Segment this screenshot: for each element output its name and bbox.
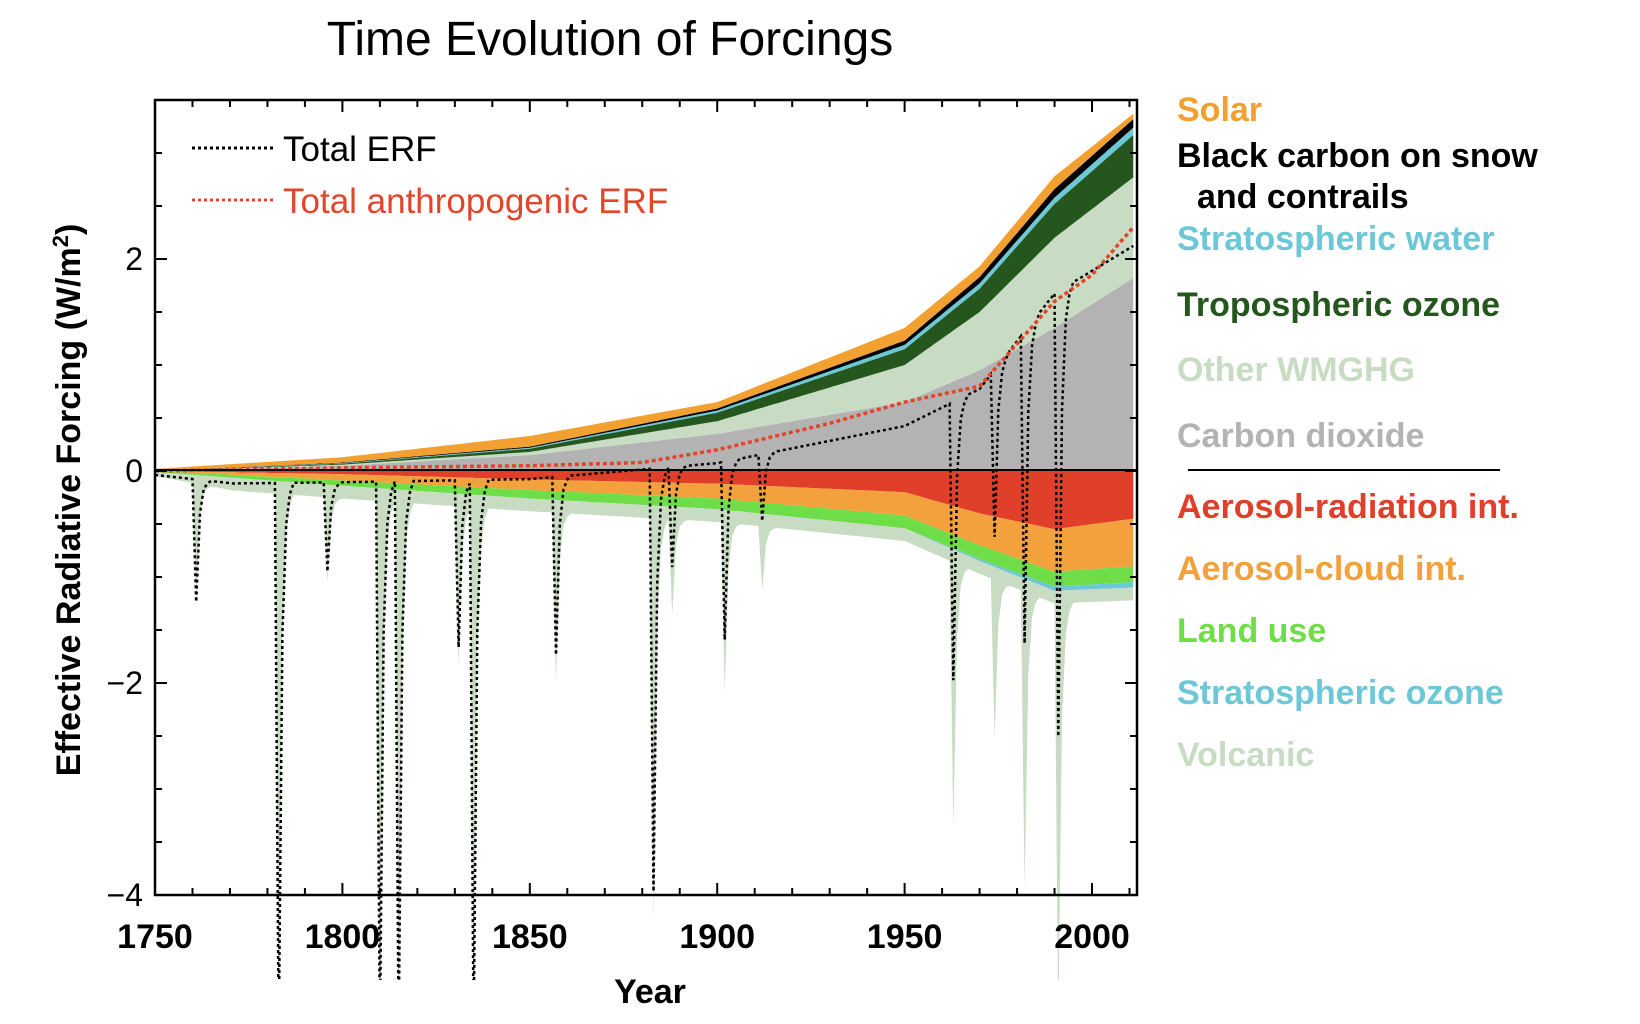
chart-title: Time Evolution of Forcings [327, 13, 893, 66]
legend-item-label: Solar [1177, 91, 1262, 129]
line-total-anthropogenic-erf [155, 226, 1135, 473]
y-tick-labels: −4 −2 0 2 [107, 241, 143, 913]
x-tick-label: 1750 [117, 918, 193, 956]
legend-item-label: Aerosol-cloud int. [1177, 550, 1466, 588]
line-legend: Total ERF Total anthropogenic ERF [192, 130, 668, 221]
y-tick-label: −2 [107, 665, 143, 701]
x-tick-label: 1800 [305, 918, 381, 956]
legend-item-label: Tropospheric ozone [1177, 286, 1500, 324]
legend-item-label: Land use [1177, 612, 1326, 650]
legend-item-label: and contrails [1197, 178, 1409, 216]
legend-item-label: Stratospheric ozone [1177, 674, 1504, 712]
y-axis-label-close: ) [50, 224, 88, 235]
x-tick-label: 2000 [1054, 918, 1130, 956]
x-tick-label: 1950 [867, 918, 943, 956]
area-carbon-dioxide [155, 278, 1134, 471]
x-tick-label: 1850 [492, 918, 568, 956]
legend-anthro-erf-label: Total anthropogenic ERF [283, 182, 668, 221]
area-other-wmghg [155, 177, 1134, 471]
y-axis-label-sup: 2 [48, 235, 73, 247]
legend-total-erf-label: Total ERF [283, 130, 437, 169]
y-tick-label: 0 [125, 453, 143, 489]
stacked-areas [155, 113, 1134, 980]
y-tick-label: 2 [125, 241, 143, 277]
plot-frame [153, 98, 1139, 897]
legend-item-label: Other WMGHG [1177, 351, 1415, 389]
y-tick-label: −4 [107, 877, 143, 913]
legend-item-label: Aerosol-radiation int. [1177, 488, 1519, 526]
y-axis-label: Effective Radiative Forcing (W/m2) [48, 224, 88, 777]
area-aerosol-cloud-int- [155, 471, 1134, 572]
axis-ticks [154, 100, 1137, 896]
x-tick-label: 1900 [679, 918, 755, 956]
area-aerosol-radiation-int- [155, 471, 1134, 530]
legend-item-label: Stratospheric water [1177, 220, 1494, 258]
legend-item-label: Carbon dioxide [1177, 417, 1424, 455]
x-tick-labels: 1750 1800 1850 1900 1950 2000 [117, 918, 1130, 956]
legend-item-label: Volcanic [1177, 736, 1314, 774]
legend-item-label: Black carbon on snow [1177, 137, 1538, 175]
y-axis-label-main: Effective Radiative Forcing (W/m [50, 247, 88, 776]
area-land-use [155, 471, 1134, 587]
x-axis-label: Year [614, 973, 686, 1011]
